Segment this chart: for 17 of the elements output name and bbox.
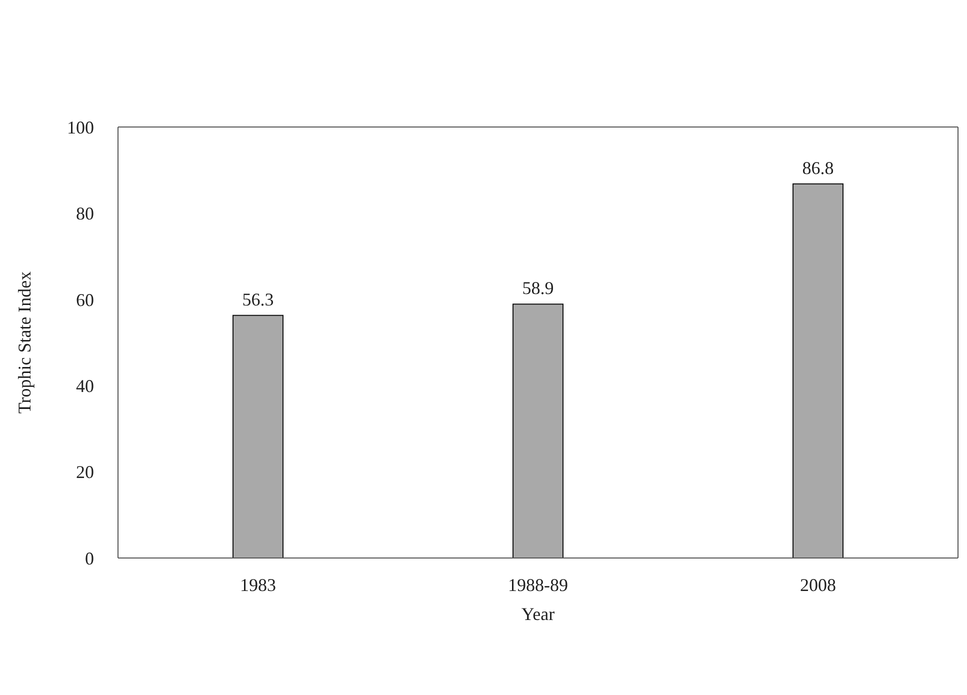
x-tick-label: 1983 xyxy=(240,574,276,595)
x-tick-label: 1988-89 xyxy=(508,574,568,595)
bar xyxy=(792,183,844,558)
y-tick-label: 80 xyxy=(76,204,94,224)
x-axis-title: Year xyxy=(521,604,555,624)
y-tick-label: 20 xyxy=(76,462,94,482)
y-tick-label: 0 xyxy=(85,548,94,568)
bar xyxy=(232,314,284,558)
data-label: 58.9 xyxy=(522,278,554,298)
data-label: 56.3 xyxy=(242,289,274,310)
y-tick-label: 60 xyxy=(76,290,94,310)
y-axis-title: Trophic State Index xyxy=(14,271,34,414)
y-tick-label: 40 xyxy=(76,376,94,396)
x-tick-label: 2008 xyxy=(800,574,836,595)
bar xyxy=(512,304,564,558)
y-tick-label: 100 xyxy=(67,117,94,138)
data-label: 86.8 xyxy=(802,158,834,178)
